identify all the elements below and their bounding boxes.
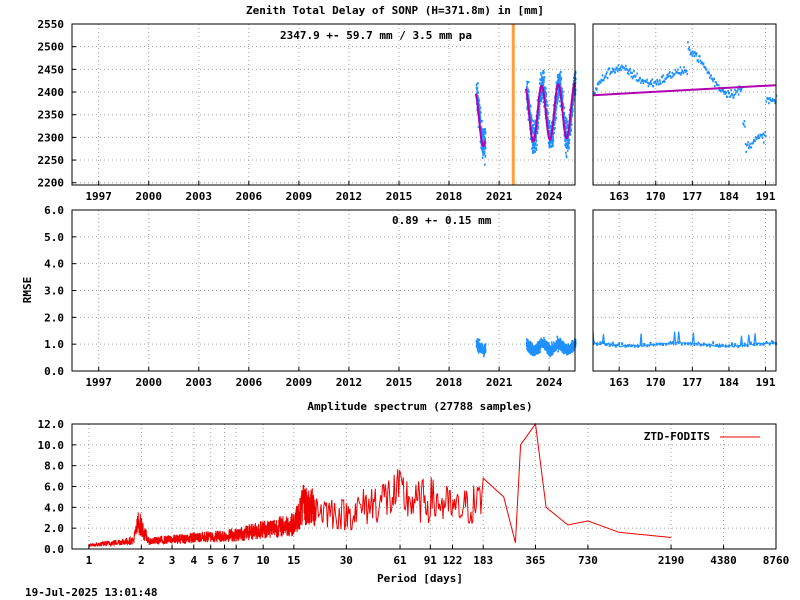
ztd-observation-points-1	[525, 69, 577, 159]
ztd-model-line-1	[524, 81, 576, 143]
spec-xtick-label-9: 30	[340, 554, 353, 567]
ztd-xtick-label-5: 2012	[336, 190, 363, 203]
ztd-ytick-label-3: 2350	[38, 109, 65, 122]
rmsez-frame	[592, 209, 777, 372]
ztd-zoom-trend-line	[592, 84, 777, 97]
ztd-annotation: 2347.9 +- 59.7 mm / 3.5 mm pa	[280, 29, 472, 42]
rmse-xtick-label-6: 2015	[386, 376, 413, 389]
rmse-ytick-label-3: 3.0	[44, 285, 64, 298]
ztd-xtick-label-4: 2009	[286, 190, 313, 203]
ztdz-frame	[592, 23, 777, 186]
rmse-ytick-label-2: 2.0	[44, 311, 64, 324]
spec-xtick-label-8: 15	[287, 554, 300, 567]
spec-xtick-label-1: 2	[138, 554, 145, 567]
ztdz-xtick-label-2: 177	[682, 190, 702, 203]
spectrum-x-label: Period [days]	[377, 572, 463, 585]
tick-layer: 1997 2000 2003 2006 2009 2012 2015 2018 2021 2024…	[38, 18, 790, 567]
grid-layer	[72, 23, 777, 550]
ztd-ytick-label-2: 2300	[38, 131, 65, 144]
rmse-ytick-label-6: 6.0	[44, 204, 64, 217]
spec-xtick-label-16: 2190	[658, 554, 685, 567]
rmse-xtick-label-3: 2006	[236, 376, 263, 389]
rmse-ytick-label-4: 4.0	[44, 258, 64, 271]
spec-xtick-label-2: 3	[169, 554, 176, 567]
spec-xtick-label-11: 91	[424, 554, 438, 567]
ztd-model-line-0	[474, 93, 486, 148]
spec-xtick-label-6: 7	[233, 554, 240, 567]
ztd-ytick-label-0: 2200	[38, 177, 65, 190]
ztd-xtick-label-3: 2006	[236, 190, 263, 203]
rmse-ytick-label-1: 1.0	[44, 338, 64, 351]
ztdz-xtick-label-4: 191	[756, 190, 776, 203]
rmse-xtick-label-7: 2018	[436, 376, 463, 389]
ztd-ytick-label-5: 2450	[38, 63, 65, 76]
spec-xtick-label-4: 5	[207, 554, 214, 567]
rmse-points-1	[525, 335, 577, 358]
spec-ytick-label-0: 0.0	[44, 543, 64, 556]
ztdz-xtick-label-3: 184	[719, 190, 739, 203]
spectrum-legend-label: ZTD-FODITS	[644, 430, 710, 443]
rmsez-xtick-label-0: 163	[609, 376, 629, 389]
spec-xtick-label-15: 730	[578, 554, 598, 567]
ztd-xtick-label-6: 2015	[386, 190, 413, 203]
spec-xtick-label-5: 6	[221, 554, 228, 567]
spec-ytick-label-2: 4.0	[44, 501, 64, 514]
ztd-ytick-label-6: 2500	[38, 41, 65, 54]
ztdz-xtick-label-0: 163	[609, 190, 629, 203]
rmse-zoom-points	[593, 341, 777, 348]
ztd-ytick-label-4: 2400	[38, 86, 65, 99]
ztd-ytick-label-1: 2250	[38, 154, 65, 167]
spec-xtick-label-0: 1	[86, 554, 93, 567]
rmsez-xtick-label-3: 184	[719, 376, 739, 389]
spec-xtick-label-12: 122	[443, 554, 463, 567]
spec-xtick-label-10: 61	[393, 554, 407, 567]
spec-ytick-label-5: 10.0	[38, 439, 65, 452]
spec-xtick-label-18: 8760	[763, 554, 790, 567]
frame-layer	[71, 23, 777, 550]
spec-xtick-label-3: 4	[191, 554, 198, 567]
spec-ytick-label-4: 8.0	[44, 460, 64, 473]
spec-xtick-label-7: 10	[257, 554, 270, 567]
spec-xtick-label-13: 183	[473, 554, 493, 567]
rmse-xtick-label-0: 1997	[85, 376, 112, 389]
rmsez-xtick-label-4: 191	[756, 376, 776, 389]
spectrum-line	[88, 422, 672, 548]
rmse-xtick-label-8: 2021	[486, 376, 513, 389]
rmse-xtick-label-9: 2024	[536, 376, 563, 389]
spec-ytick-label-6: 12.0	[38, 418, 65, 431]
ztd-observation-points-0	[475, 82, 487, 166]
spec-ytick-label-1: 2.0	[44, 522, 64, 535]
rmse-ytick-label-5: 5.0	[44, 231, 64, 244]
rmsez-xtick-label-1: 170	[646, 376, 666, 389]
rmse-xtick-label-2: 2003	[186, 376, 213, 389]
spectrum-title: Amplitude spectrum (27788 samples)	[307, 400, 532, 413]
ztd-frame	[71, 23, 576, 186]
rmse-xtick-label-5: 2012	[336, 376, 363, 389]
ztd-xtick-label-8: 2021	[486, 190, 513, 203]
ztd-ytick-label-7: 2550	[38, 18, 65, 31]
ztd-xtick-label-2: 2003	[186, 190, 213, 203]
spec-ytick-label-3: 6.0	[44, 481, 64, 494]
rmse-ytick-label-0: 0.0	[44, 365, 64, 378]
rmse-points-0	[475, 338, 487, 358]
rmse-annotation: 0.89 +- 0.15 mm	[392, 214, 492, 227]
ztd-xtick-label-7: 2018	[436, 190, 463, 203]
ztd-xtick-label-1: 2000	[135, 190, 162, 203]
rmse-y-label: RMSE	[21, 277, 34, 304]
ztd-zoom-observation-points	[593, 41, 778, 153]
data-layer	[88, 24, 778, 548]
rmsez-xtick-label-2: 177	[682, 376, 702, 389]
ztd-xtick-label-9: 2024	[536, 190, 563, 203]
rmse-xtick-label-4: 2009	[286, 376, 313, 389]
spec-xtick-label-17: 4380	[710, 554, 737, 567]
footer-timestamp: 19-Jul-2025 13:01:48	[25, 586, 157, 599]
ztdz-xtick-label-1: 170	[646, 190, 666, 203]
ztd-chart-title: Zenith Total Delay of SONP (H=371.8m) in…	[246, 4, 544, 17]
ztd-xtick-label-0: 1997	[85, 190, 112, 203]
rmse-xtick-label-1: 2000	[135, 376, 162, 389]
spec-xtick-label-14: 365	[526, 554, 546, 567]
